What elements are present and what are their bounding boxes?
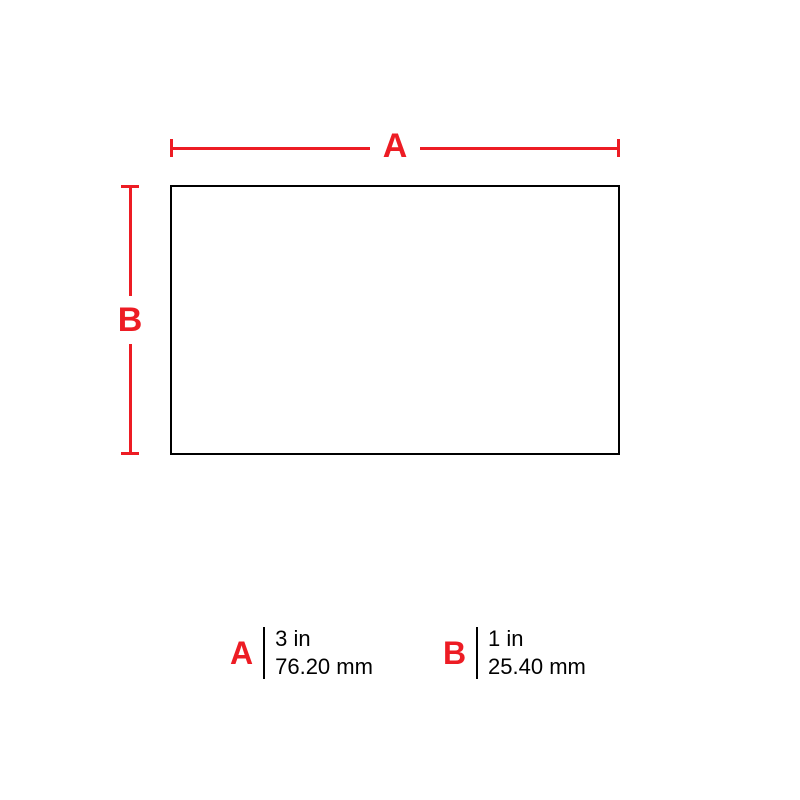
legend-a-metric: 76.20 mm — [275, 653, 373, 681]
dimension-diagram: A B A 3 in 76.20 mm B 1 in 25.40 mm — [0, 0, 800, 800]
legend-a-values: 3 in 76.20 mm — [275, 625, 373, 680]
dimension-a-endcap — [617, 139, 620, 157]
label-outline-rectangle — [170, 185, 620, 455]
legend-b-imperial: 1 in — [488, 625, 586, 653]
legend-a-imperial: 3 in — [275, 625, 373, 653]
dimension-b-endcap — [121, 185, 139, 188]
dimension-b-line — [129, 344, 132, 455]
dimension-a-endcap — [170, 139, 173, 157]
dimension-b-label: B — [100, 303, 160, 337]
legend-divider — [263, 627, 265, 679]
dimension-a-label: A — [370, 129, 420, 163]
dimension-b-line — [129, 185, 132, 296]
dimension-a-line — [420, 147, 620, 150]
legend-a-letter: A — [230, 637, 253, 669]
legend-b-letter: B — [443, 637, 466, 669]
legend-divider — [476, 627, 478, 679]
legend-b-metric: 25.40 mm — [488, 653, 586, 681]
legend-item-a: A 3 in 76.20 mm — [230, 625, 373, 680]
dimension-legend: A 3 in 76.20 mm B 1 in 25.40 mm — [230, 625, 586, 680]
dimension-a-line — [170, 147, 370, 150]
legend-b-values: 1 in 25.40 mm — [488, 625, 586, 680]
dimension-b-endcap — [121, 452, 139, 455]
legend-item-b: B 1 in 25.40 mm — [443, 625, 586, 680]
